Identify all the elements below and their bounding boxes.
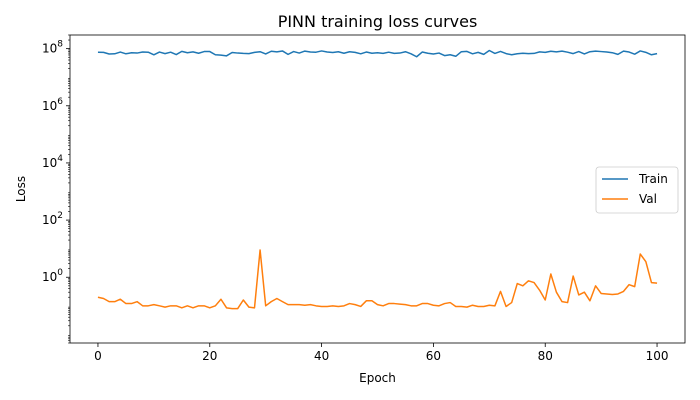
x-tick-label: 20: [202, 349, 217, 363]
y-axis-ticks: 100 102 104 106 108: [42, 34, 70, 344]
y-axis-label: Loss: [14, 176, 28, 202]
series-line-val: [97, 249, 658, 310]
y-tick-label: 108: [42, 40, 63, 56]
y-tick-label: 106: [42, 97, 63, 113]
x-axis-ticks: 0 20 40 60 80 100: [94, 343, 668, 363]
x-tick-label: 40: [314, 349, 329, 363]
y-tick-label: 104: [42, 154, 63, 170]
x-axis-label: Epoch: [359, 371, 396, 385]
legend-label-train: Train: [638, 172, 668, 186]
y-tick-label: 100: [42, 268, 63, 284]
y-tick-label: 102: [42, 211, 63, 227]
legend: Train Val: [595, 166, 679, 214]
x-tick-label: 0: [94, 349, 102, 363]
x-tick-label: 100: [646, 349, 669, 363]
series-layer: [97, 49, 658, 310]
plot-frame: [69, 34, 686, 344]
legend-label-val: Val: [639, 192, 657, 206]
x-tick-label: 60: [426, 349, 441, 363]
x-tick-label: 80: [538, 349, 553, 363]
series-line-train: [97, 49, 658, 58]
chart-title: PINN training loss curves: [278, 12, 478, 31]
